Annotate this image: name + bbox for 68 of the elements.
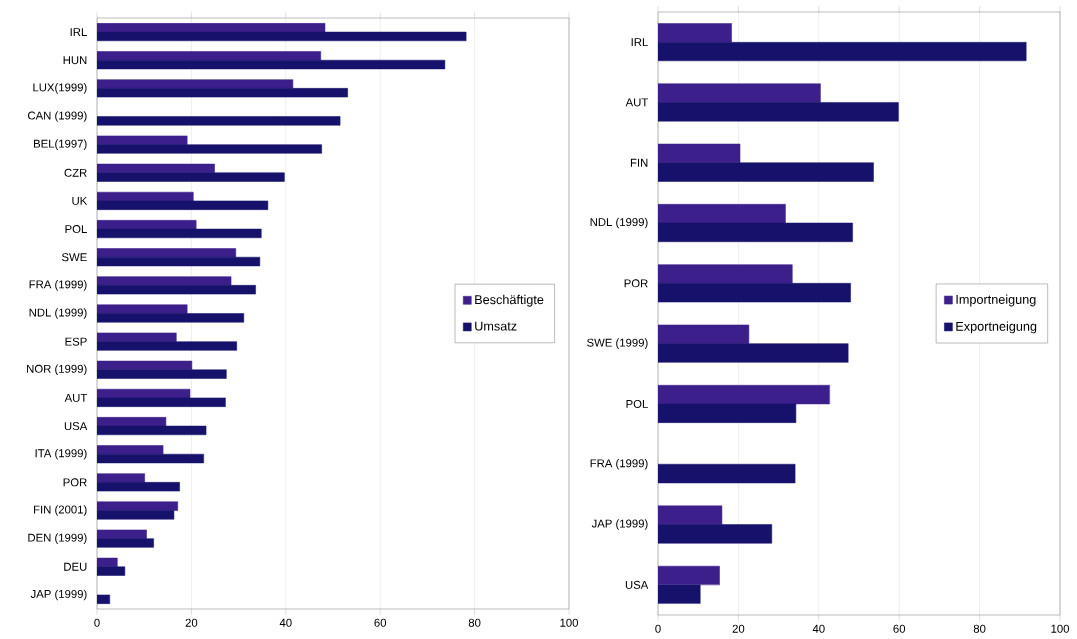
bar: [97, 285, 256, 295]
bar: [97, 369, 227, 379]
y-tick-label: IRL: [70, 28, 87, 36]
y-tick-label: ITA (1999): [35, 448, 87, 460]
x-tick-label: 20: [732, 624, 745, 633]
x-tick-label: 80: [468, 618, 481, 627]
legend-label: Exportneigung: [956, 321, 1037, 334]
y-tick-label: POR: [624, 279, 648, 288]
y-tick-label: FIN (2001): [34, 505, 87, 516]
bar: [97, 538, 154, 548]
bar: [97, 256, 261, 267]
x-tick-label: 0: [655, 624, 661, 633]
bar: [97, 88, 348, 98]
bar: [97, 172, 285, 182]
x-tick-label: 40: [279, 618, 292, 627]
y-tick-label: FIN: [630, 158, 648, 167]
x-tick-label: 40: [812, 624, 825, 633]
y-tick-label: BEL(1997): [34, 139, 87, 150]
y-tick-label: DEN (1999): [28, 533, 87, 544]
y-tick-label: AUT: [64, 393, 88, 402]
y-tick-label: NDL (1999): [29, 308, 87, 319]
y-tick-label: HUN: [63, 56, 87, 65]
bar: [97, 510, 175, 520]
bar: [97, 397, 226, 407]
y-tick-label: AUT: [625, 98, 649, 107]
bar: [97, 116, 341, 126]
y-tick-label: FRA (1999): [590, 458, 648, 470]
bar: [97, 566, 126, 576]
bar: [97, 425, 207, 436]
bar: [97, 482, 180, 492]
bar: [97, 59, 446, 70]
x-tick-label: 60: [893, 624, 906, 633]
y-tick-label: FRA (1999): [29, 280, 87, 291]
y-tick-label: SWE: [61, 253, 87, 262]
bar: [97, 453, 204, 464]
legend-label: Beschäftigte: [475, 294, 544, 307]
y-tick-label: LUX(1999): [33, 83, 87, 94]
y-tick-label: SWE (1999): [587, 338, 648, 349]
x-tick-label: 0: [94, 618, 100, 627]
x-tick-label: 100: [1051, 624, 1070, 633]
y-tick-label: IRL: [631, 38, 648, 47]
y-tick-label: JAP (1999): [591, 519, 648, 530]
bar: [97, 200, 269, 210]
y-tick-label: ESP: [65, 337, 87, 346]
x-tick-label: 80: [973, 624, 986, 633]
y-tick-label: USA: [625, 580, 649, 589]
y-tick-label: USA: [64, 422, 88, 431]
y-tick-label: CAN (1999): [28, 111, 87, 122]
bar: [97, 144, 322, 154]
bar: [97, 31, 467, 42]
y-tick-label: NOR (1999): [27, 364, 87, 376]
bar: [97, 228, 262, 239]
y-tick-label: UK: [72, 196, 88, 205]
x-tick-label: 100: [560, 618, 579, 627]
y-tick-label: CZR: [64, 168, 87, 177]
legend-label: Importneigung: [956, 294, 1036, 307]
legend-label: Umsatz: [475, 321, 517, 331]
y-tick-label: JAP (1999): [30, 589, 87, 601]
y-tick-label: POL: [626, 399, 648, 408]
x-tick-label: 60: [374, 618, 387, 627]
y-tick-label: POL: [65, 225, 87, 234]
y-tick-label: DEU: [64, 562, 87, 571]
y-tick-label: POR: [63, 478, 87, 487]
y-tick-label: NDL (1999): [590, 217, 648, 229]
bar: [97, 341, 237, 351]
bar: [97, 594, 111, 604]
bar: [97, 313, 245, 323]
x-tick-label: 20: [185, 618, 198, 627]
